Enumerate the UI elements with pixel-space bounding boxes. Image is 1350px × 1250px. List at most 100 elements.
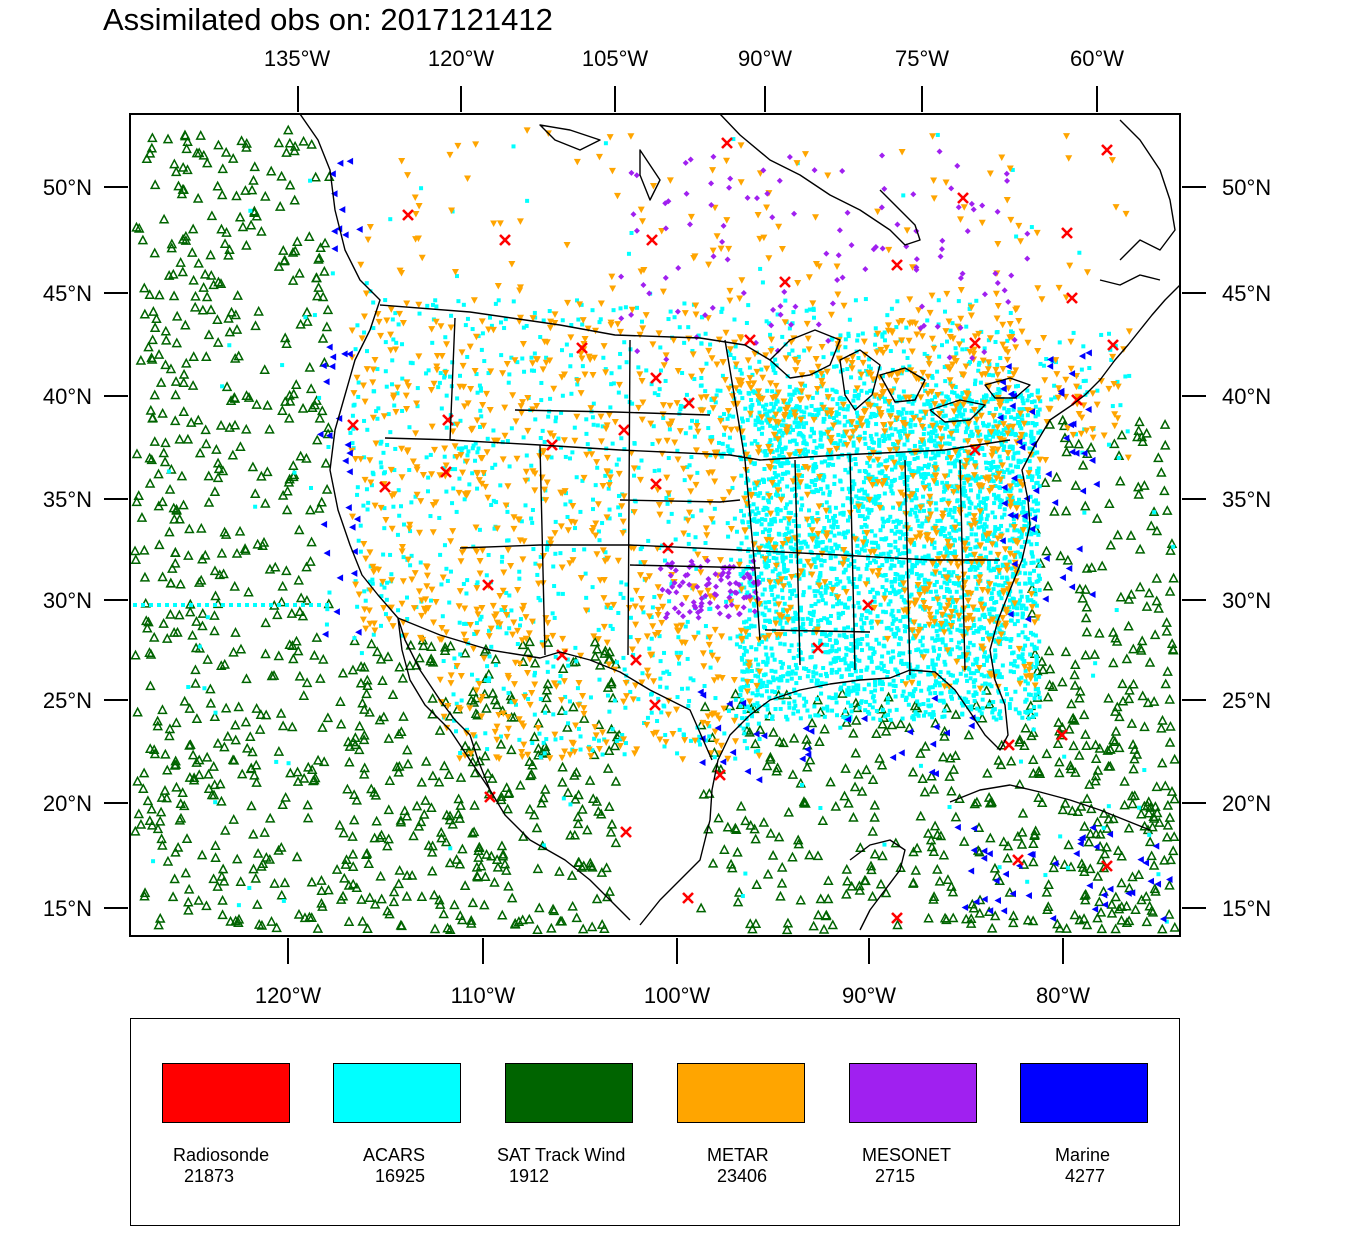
sat-track-wind-marker	[306, 138, 317, 149]
sat-track-wind-marker	[144, 289, 155, 300]
acars-marker	[548, 396, 553, 401]
sat-track-wind-marker	[133, 222, 145, 233]
acars-marker	[813, 477, 818, 482]
acars-marker	[908, 527, 913, 532]
acars-marker	[680, 686, 685, 691]
sat-track-wind-marker	[481, 848, 492, 859]
sat-track-wind-marker	[468, 696, 480, 707]
acars-marker	[994, 669, 999, 674]
acars-marker	[628, 615, 633, 620]
acars-marker	[743, 442, 748, 447]
acars-marker	[444, 489, 449, 494]
acars-marker	[756, 493, 761, 498]
sat-track-wind-marker	[205, 683, 216, 694]
acars-marker	[994, 600, 999, 605]
acars-marker	[957, 583, 962, 588]
acars-marker	[1007, 538, 1012, 543]
acars-marker	[757, 737, 762, 742]
sat-track-wind-marker	[1028, 726, 1039, 737]
acars-marker	[968, 488, 973, 493]
sat-track-wind-marker	[319, 237, 331, 248]
sat-track-wind-marker	[396, 920, 407, 931]
acars-marker	[369, 483, 374, 488]
acars-marker	[984, 555, 989, 560]
acars-marker	[477, 383, 482, 388]
acars-marker	[914, 584, 919, 589]
acars-marker	[1010, 596, 1015, 601]
acars-marker	[722, 432, 727, 437]
acars-marker	[837, 633, 842, 638]
sat-track-wind-marker	[355, 677, 367, 688]
sat-track-wind-marker	[155, 912, 166, 923]
acars-marker	[854, 687, 859, 692]
acars-marker	[453, 467, 458, 472]
acars-marker	[774, 556, 779, 561]
acars-marker	[780, 493, 785, 498]
acars-marker	[819, 691, 824, 696]
acars-marker	[978, 572, 983, 577]
acars-marker	[969, 527, 974, 532]
acars-marker	[787, 326, 792, 331]
acars-marker	[848, 457, 853, 462]
acars-marker	[790, 427, 795, 432]
acars-marker	[493, 462, 498, 467]
acars-marker	[773, 519, 778, 524]
sat-track-wind-marker	[277, 405, 288, 415]
sat-track-wind-marker	[315, 242, 326, 253]
acars-marker	[364, 487, 369, 492]
acars-marker	[1035, 388, 1040, 393]
acars-marker	[916, 576, 921, 581]
sat-track-wind-marker	[459, 880, 471, 890]
acars-marker	[812, 483, 817, 488]
sat-track-wind-marker	[310, 272, 322, 283]
acars-marker	[1025, 388, 1030, 393]
acars-marker	[396, 322, 401, 327]
acars-marker	[1023, 432, 1028, 437]
sat-track-wind-marker	[877, 850, 888, 861]
acars-marker	[592, 736, 597, 741]
acars-marker	[862, 430, 867, 435]
acars-marker	[569, 353, 574, 358]
acars-marker	[576, 726, 581, 731]
acars-marker	[676, 635, 681, 640]
acars-marker	[1009, 566, 1014, 571]
sat-track-wind-marker	[139, 308, 151, 319]
acars-marker	[780, 595, 785, 600]
acars-marker	[758, 491, 763, 496]
sat-track-wind-marker	[175, 578, 186, 589]
acars-marker	[838, 478, 843, 483]
sat-track-wind-marker	[582, 824, 593, 835]
acars-marker	[514, 702, 519, 707]
acars-marker	[971, 630, 976, 635]
acars-marker	[756, 704, 761, 709]
sat-track-wind-marker	[1123, 822, 1135, 833]
acars-marker	[928, 487, 933, 492]
acars-marker	[685, 686, 690, 691]
acars-marker	[989, 591, 994, 596]
acars-marker	[886, 650, 891, 655]
acars-marker	[991, 479, 996, 484]
acars-marker	[865, 507, 870, 512]
acars-marker	[986, 566, 991, 571]
sat-track-wind-marker	[302, 799, 313, 810]
acars-marker	[749, 398, 754, 403]
acars-marker	[870, 447, 875, 452]
sat-track-wind-marker	[260, 617, 271, 628]
acars-marker	[767, 544, 772, 549]
acars-marker	[960, 703, 965, 708]
acars-marker	[921, 494, 926, 499]
sat-track-wind-marker	[281, 338, 292, 348]
acars-marker	[1007, 706, 1012, 711]
acars-marker	[538, 554, 543, 559]
acars-marker	[773, 602, 778, 607]
sat-track-wind-marker	[591, 643, 603, 654]
sat-track-wind-marker	[180, 230, 192, 241]
acars-marker	[785, 717, 790, 722]
acars-marker	[888, 484, 893, 489]
acars-marker	[901, 615, 906, 620]
acars-marker	[1018, 393, 1023, 398]
acars-marker	[934, 637, 939, 642]
acars-marker	[779, 544, 784, 549]
sat-track-wind-marker	[205, 249, 216, 260]
acars-marker	[789, 671, 794, 676]
